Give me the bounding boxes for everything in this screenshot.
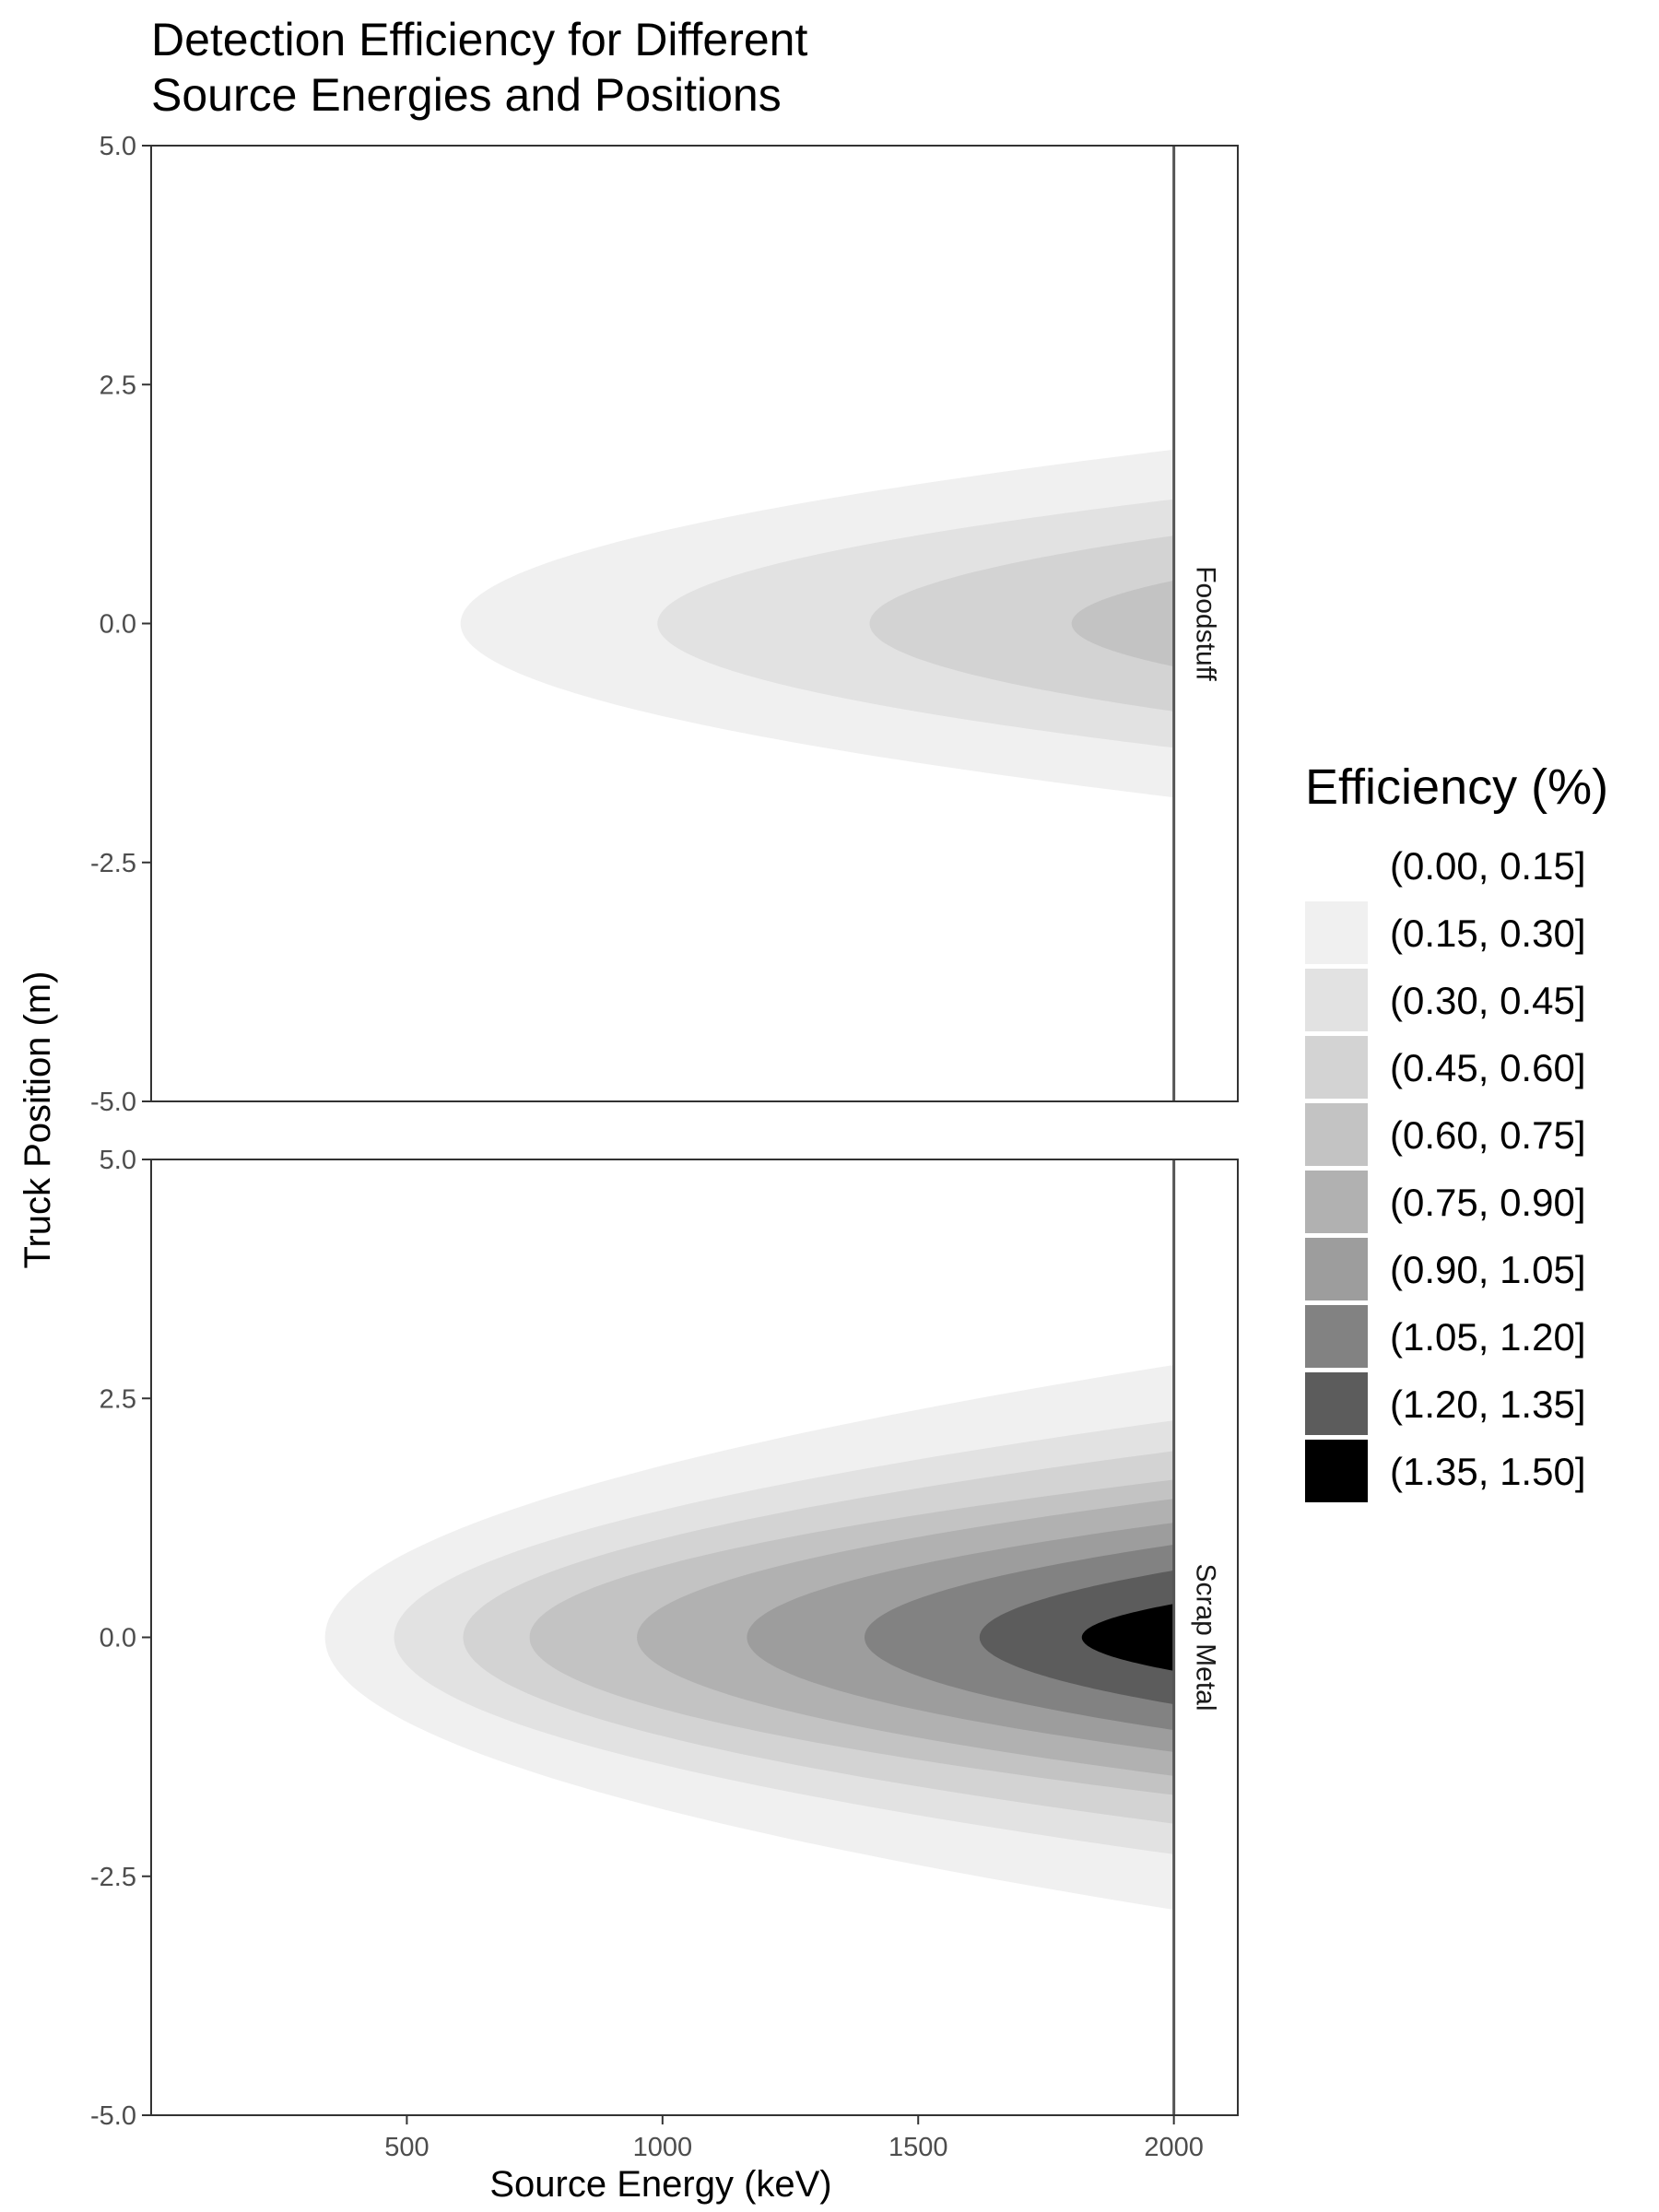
legend-label: (1.05, 1.20] [1390,1315,1585,1359]
legend-swatch [1305,1238,1368,1300]
legend-title: Efficiency (%) [1305,759,1608,815]
y-tick-label: 0.0 [100,1624,136,1653]
y-axis-title: Truck Position (m) [18,971,58,1268]
x-tick-label: 1500 [888,2133,948,2162]
legend-swatch [1305,1372,1368,1435]
legend-swatch [1305,1440,1368,1502]
legend-swatch [1305,1305,1368,1368]
legend-label: (0.60, 0.75] [1390,1113,1585,1157]
panel-foodstuff: Foodstuff 5.0 2.5 0.0 -2.5 -5.0 [90,132,1239,1117]
legend-label: (0.45, 0.60] [1390,1046,1585,1089]
chart-title-line-1: Detection Efficiency for Different [151,14,807,65]
x-tick-label: 500 [384,2133,429,2162]
x-axis-title: Source Energy (keV) [489,2164,831,2205]
contour-band-1-35 [1081,1604,1174,1671]
x-axis: 500 1000 1500 2000 [384,2115,1204,2162]
legend-swatch [1305,1103,1368,1166]
legend-label: (0.90, 1.05] [1390,1248,1585,1291]
y-tick-label: 5.0 [100,132,136,161]
y-tick-label: 2.5 [100,371,136,400]
contour-band-0-6 [1071,580,1174,667]
legend-swatch [1305,834,1368,897]
legend-label: (1.35, 1.50] [1390,1450,1585,1493]
legend-label: (0.00, 0.15] [1390,844,1585,888]
legend-label: (0.15, 0.30] [1390,912,1585,955]
legend-swatch [1305,1036,1368,1099]
y-tick-label: 2.5 [100,1384,136,1414]
x-tick-label: 1000 [633,2133,693,2162]
y-tick-label: -5.0 [90,2101,136,2131]
y-tick-label: -5.0 [90,1088,136,1117]
y-tick-label: -2.5 [90,849,136,878]
y-tick-label: 5.0 [100,1146,136,1175]
x-tick-label: 2000 [1144,2133,1204,2162]
facet-label: Scrap Metal [1190,1563,1220,1711]
y-tick-label: -2.5 [90,1863,136,1892]
contour-band-0-45 [869,535,1174,712]
legend-swatch [1305,901,1368,964]
legend-label: (0.75, 0.90] [1390,1181,1585,1224]
legend-label: (0.30, 0.45] [1390,979,1585,1022]
chart-title-line-2: Source Energies and Positions [151,69,782,121]
facet-label: Foodstuff [1190,566,1220,681]
legend-swatch [1305,969,1368,1031]
legend-swatch [1305,1171,1368,1233]
contour-band-1-2 [979,1570,1174,1705]
legend-label: (1.20, 1.35] [1390,1382,1585,1426]
panel-scrap-metal: Scrap Metal 5.0 2.5 0.0 -2.5 -5.0 [90,1146,1239,2131]
y-tick-label: 0.0 [100,610,136,640]
legend: Efficiency (%) (0.00, 0.15] (0.15, 0.30] (… [1305,759,1608,1502]
